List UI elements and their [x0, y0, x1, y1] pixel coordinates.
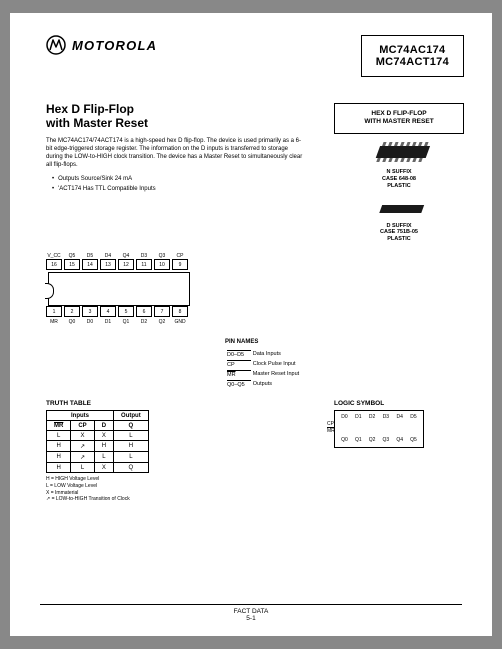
pin-names-section: PIN NAMES D0–D5Data InputsCPClock Pulse … [46, 339, 464, 390]
motorola-logo-icon [46, 35, 66, 55]
part-number-2: MC74ACT174 [376, 56, 449, 68]
left-column: Hex D Flip-Flop with Master Reset The MC… [46, 103, 306, 194]
logic-symbol-title: LOGIC SYMBOL [334, 400, 464, 407]
right-column: HEX D FLIP-FLOP WITH MASTER RESET N SUFF… [334, 103, 464, 243]
pin-names-title: PIN NAMES [225, 339, 345, 345]
brand-text: MOTOROLA [72, 38, 157, 53]
truth-table-block: TRUTH TABLE InputsOutput MRCPDQ LXXLH↗HH… [46, 400, 149, 503]
title-section: Hex D Flip-Flop with Master Reset The MC… [46, 103, 464, 243]
part-number-1: MC74AC174 [376, 44, 449, 56]
pkg2-label: D SUFFIX CASE 751B-05 PLASTIC [334, 223, 464, 244]
package-dip: N SUFFIX CASE 648-08 PLASTIC [334, 138, 464, 190]
pin-names-block: PIN NAMES D0–D5Data InputsCPClock Pulse … [225, 339, 345, 390]
logic-symbol-block: LOGIC SYMBOL D0D1D2D3D4D5 CP MR Q0Q1Q2Q3… [334, 400, 464, 448]
bottom-section: TRUTH TABLE InputsOutput MRCPDQ LXXLH↗HH… [46, 400, 464, 503]
feature-bullets: Outputs Source/Sink 24 mA 'ACT174 Has TT… [46, 175, 306, 194]
footer-text-2: 5-1 [10, 615, 492, 622]
truth-table-title: TRUTH TABLE [46, 400, 149, 407]
bullet-1: Outputs Source/Sink 24 mA [52, 175, 306, 185]
chip-body [48, 272, 190, 306]
logic-symbol: D0D1D2D3D4D5 CP MR Q0Q1Q2Q3Q4Q5 [334, 410, 424, 448]
footer-text-1: FACT DATA [10, 608, 492, 615]
truth-legend: H = HIGH Voltage LevelL = LOW Voltage Le… [46, 476, 149, 503]
logo-block: MOTOROLA [46, 35, 157, 55]
pin-names-table: D0–D5Data InputsCPClock Pulse InputMRMas… [225, 348, 307, 390]
subtitle-box: HEX D FLIP-FLOP WITH MASTER RESET [334, 103, 464, 134]
logic-mr-label: MR [327, 428, 335, 435]
pinout-top-numbers: 161514131211109 [46, 259, 464, 272]
pinout-bot-numbers: 12345678 [46, 306, 464, 319]
main-title: Hex D Flip-Flop with Master Reset [46, 103, 306, 131]
package-soic: D SUFFIX CASE 751B-05 PLASTIC [334, 200, 464, 244]
truth-table: InputsOutput MRCPDQ LXXLH↗HHH↗LLHLXQ [46, 410, 149, 473]
pinout-bot-labels: MRQ0D0D1Q1D2Q2GND [46, 319, 464, 325]
header-row: MOTOROLA MC74AC174 MC74ACT174 [46, 35, 464, 77]
pkg1-label: N SUFFIX CASE 648-08 PLASTIC [334, 169, 464, 190]
description-text: The MC74AC174/74ACT174 is a high-speed h… [46, 137, 306, 169]
bullet-2: 'ACT174 Has TTL Compatible Inputs [52, 185, 306, 195]
soic-package-icon [366, 200, 432, 218]
datasheet-page: MOTOROLA MC74AC174 MC74ACT174 Hex D Flip… [10, 13, 492, 636]
part-number-box: MC74AC174 MC74ACT174 [361, 35, 464, 77]
page-footer: FACT DATA 5-1 [10, 604, 492, 623]
dip-package-icon [359, 138, 439, 164]
pinout-diagram: V_CCQ5D5D4Q4D3Q3CP 161514131211109 12345… [46, 253, 464, 325]
